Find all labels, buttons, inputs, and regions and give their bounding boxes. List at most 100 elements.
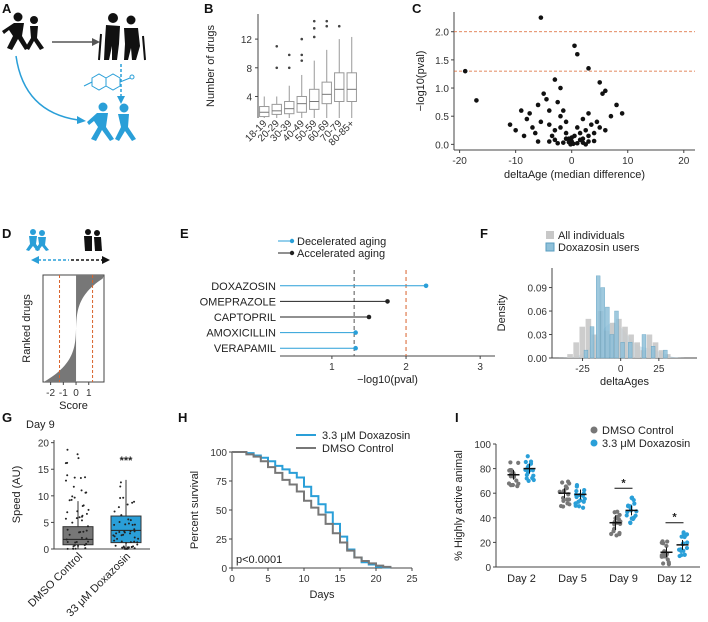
histogram-bar [652, 342, 659, 358]
data-point [118, 521, 121, 524]
scatter-point [583, 127, 589, 133]
drug-label: DOXAZOSIN [211, 281, 276, 293]
y-tick-label: 2.0 [435, 28, 449, 39]
legend-marker [590, 426, 598, 434]
data-point [113, 539, 116, 542]
histogram-bar [646, 334, 653, 358]
data-point [86, 525, 89, 528]
scatter-point [527, 111, 532, 116]
scatter-point [586, 139, 591, 144]
scatter-point [577, 137, 583, 143]
y-tick-label: 4 [246, 92, 252, 103]
y-axis-label: % Highly active animal [453, 450, 465, 561]
data-point [508, 460, 513, 465]
scatter-point [586, 111, 591, 116]
icon-part [94, 237, 102, 251]
scatter-point [575, 140, 580, 146]
data-point [133, 530, 136, 533]
icon-part [85, 229, 91, 235]
y-tick-label: 0.00 [528, 354, 548, 365]
subtitle: Day 9 [26, 419, 55, 431]
y-axis-label: Speed (AU) [11, 466, 23, 523]
data-point [74, 541, 77, 544]
data-point [129, 519, 132, 522]
drug-label: OMEPRAZOLE [200, 296, 276, 308]
arrow-head [31, 256, 39, 264]
data-point [678, 547, 683, 552]
data-point [136, 543, 139, 546]
data-point [561, 498, 566, 504]
histogram-bar [614, 310, 619, 359]
outlier-point [325, 19, 329, 23]
data-point [66, 528, 69, 531]
panel-label-d: D [2, 226, 11, 241]
outlier-point [275, 66, 279, 70]
histogram-bar [628, 342, 633, 359]
scatter-point [580, 116, 586, 122]
scatter-point [586, 66, 591, 71]
panel-label-h: H [178, 410, 187, 425]
data-point [78, 531, 81, 534]
y-tick-label: 25 [216, 535, 228, 546]
y-tick-label: 0 [43, 545, 49, 556]
x-tick-label: 0 [229, 574, 235, 585]
data-point [68, 499, 71, 502]
data-point [132, 545, 135, 548]
data-point [611, 529, 616, 534]
data-point [131, 501, 134, 504]
data-point [122, 533, 125, 536]
outlier-point [300, 53, 304, 57]
data-point [123, 530, 126, 533]
lollipop-point [353, 345, 358, 351]
histogram-bar [585, 318, 592, 358]
y-tick-label: 80 [480, 465, 492, 476]
data-point [78, 516, 81, 519]
data-point [682, 533, 688, 539]
scatter-point [597, 80, 603, 85]
data-point [580, 505, 586, 510]
icon-part [26, 236, 40, 251]
data-point [133, 523, 136, 526]
data-point [113, 523, 116, 526]
data-point [73, 476, 76, 479]
data-point [124, 523, 127, 526]
data-point [125, 547, 128, 550]
data-point [76, 453, 79, 456]
data-point [65, 538, 68, 541]
data-point [120, 534, 123, 537]
data-point [66, 448, 69, 451]
histogram-bar [609, 334, 615, 359]
data-point [558, 503, 564, 509]
x-tick-label: 0 [569, 156, 575, 167]
scatter-point [538, 119, 544, 125]
data-point [617, 530, 622, 536]
data-point [576, 504, 582, 509]
data-point [85, 537, 88, 540]
scatter-point [563, 119, 569, 125]
panel-label-i: I [455, 410, 459, 425]
data-point [659, 540, 664, 545]
data-point [524, 472, 529, 478]
outlier-point [300, 59, 304, 62]
scatter-point [507, 122, 513, 127]
data-point [72, 485, 75, 488]
scatter-point [521, 133, 527, 139]
box [309, 88, 320, 110]
ranked-score-area [43, 275, 104, 382]
data-point [127, 522, 130, 525]
scatter-point [558, 85, 563, 91]
outlier-point [287, 66, 291, 70]
scatter-point [603, 127, 608, 133]
data-point [664, 543, 669, 549]
panel-label-c: C [412, 1, 422, 16]
data-point [133, 500, 136, 503]
box [110, 515, 142, 544]
scatter-point [513, 127, 518, 133]
scatter-point [558, 113, 563, 119]
histogram-bar [622, 326, 628, 358]
outlier-point [312, 19, 316, 23]
x-tick-label: Day 9 [609, 573, 638, 585]
scatter-point [563, 130, 569, 136]
histogram-bar [579, 326, 586, 358]
